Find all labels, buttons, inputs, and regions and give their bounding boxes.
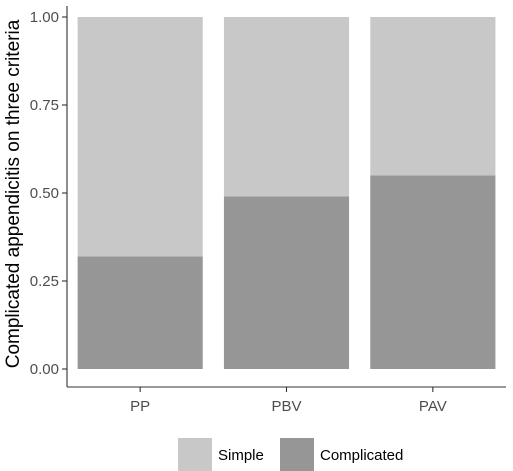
legend: Simple Complicated [178, 438, 403, 471]
y-tick-label: 1.00 [30, 9, 59, 26]
x-tick-label-pbv: PBV [271, 398, 301, 415]
bar-complicated-pp [77, 256, 203, 369]
x-tick-label-pav: PAV [419, 398, 447, 415]
y-tick-label: 0.75 [30, 97, 59, 114]
x-tick-label-pp: PP [130, 398, 150, 415]
y-tick-label: 0.00 [30, 361, 59, 378]
legend-label-simple: Simple [218, 447, 264, 464]
bar-simple-pp [77, 17, 203, 257]
y-axis: 0.00 0.25 0.50 0.75 1.00 [30, 6, 68, 387]
legend-key-complicated [280, 438, 314, 471]
x-axis: PP PBV PAV [67, 386, 506, 415]
y-axis-title: Complicated appendicitis on three criter… [3, 19, 24, 368]
y-tick-label: 0.50 [30, 185, 59, 202]
bar-complicated-pbv [223, 196, 350, 369]
legend-label-complicated: Complicated [320, 447, 403, 464]
bar-simple-pav [370, 17, 496, 176]
bars [77, 17, 496, 369]
bar-complicated-pav [370, 175, 496, 369]
bar-simple-pbv [223, 17, 350, 197]
legend-key-simple [178, 438, 212, 471]
y-tick-label: 0.25 [30, 273, 59, 290]
